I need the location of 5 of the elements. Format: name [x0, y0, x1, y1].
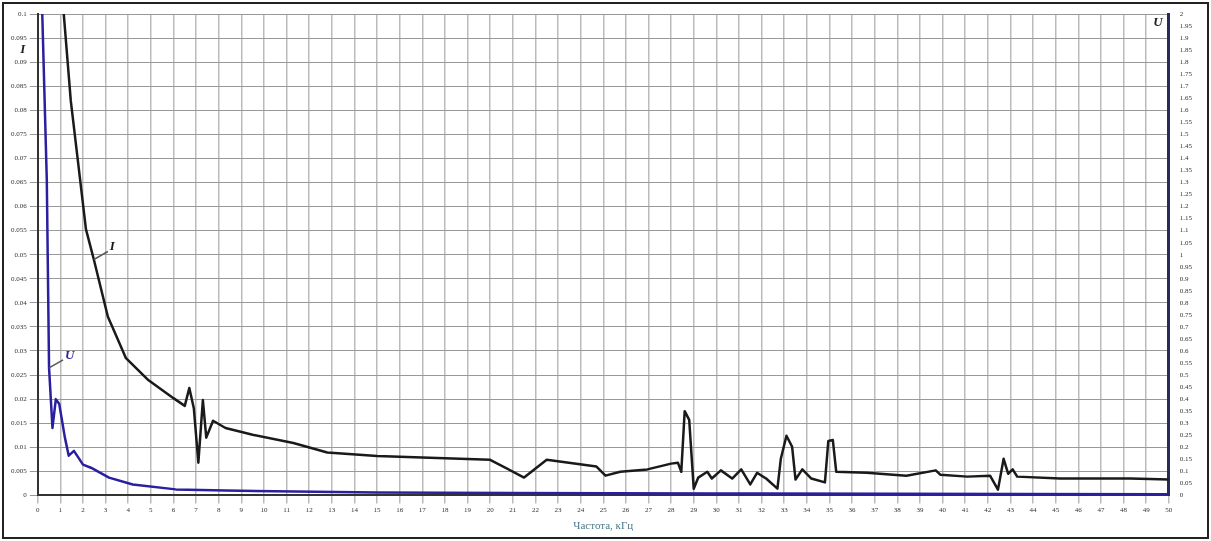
series-label: I: [108, 238, 116, 254]
y-axis-title: I: [19, 41, 27, 57]
x-axis-title: Частота, кГц: [573, 519, 634, 532]
y2-axis-title: U: [1153, 13, 1164, 29]
series-label: U: [65, 346, 76, 362]
